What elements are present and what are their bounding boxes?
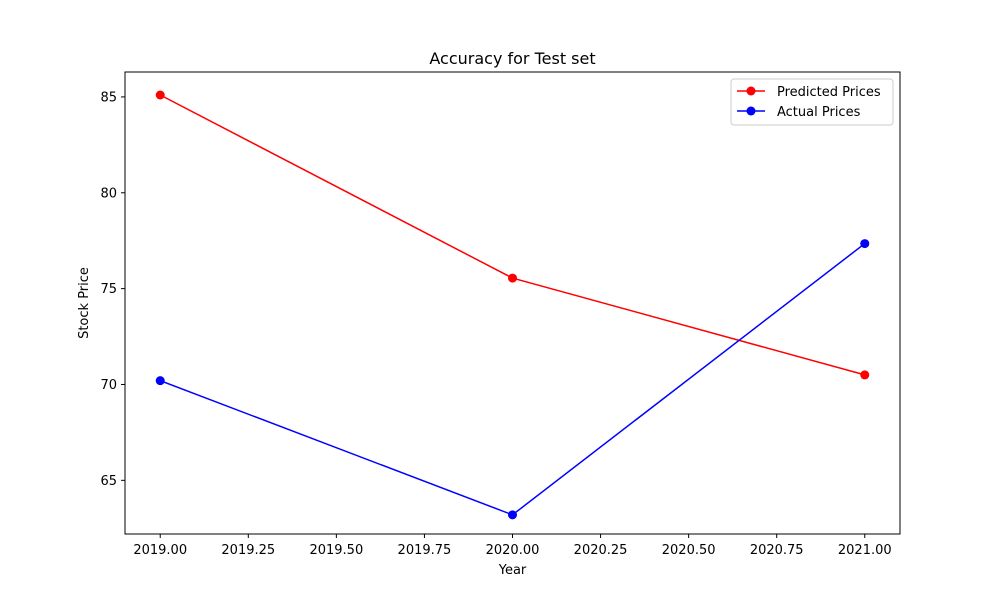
data-point-predicted-prices bbox=[860, 370, 870, 380]
legend-label-predicted: Predicted Prices bbox=[777, 85, 881, 100]
x-tick-label: 2020.00 bbox=[486, 543, 540, 558]
x-tick-label: 2019.00 bbox=[133, 543, 187, 558]
x-tick-label: 2020.50 bbox=[662, 543, 716, 558]
data-point-predicted-prices bbox=[508, 273, 517, 283]
y-axis-ticks: 65 70 75 80 85 bbox=[100, 90, 125, 489]
chart-title: Accuracy for Test set bbox=[429, 49, 595, 68]
data-point-predicted-prices bbox=[155, 90, 165, 100]
x-axis-label: Year bbox=[498, 563, 527, 578]
x-tick-label: 2020.75 bbox=[750, 543, 804, 558]
y-tick-label: 70 bbox=[100, 378, 117, 393]
x-tick-label: 2021.00 bbox=[838, 543, 892, 558]
y-tick-label: 75 bbox=[100, 282, 117, 297]
legend-marker-actual bbox=[746, 106, 756, 116]
data-point-actual-prices bbox=[508, 510, 517, 520]
data-point-actual-prices bbox=[155, 376, 165, 386]
legend-label-actual: Actual Prices bbox=[777, 105, 861, 120]
data-point-actual-prices bbox=[860, 239, 870, 249]
legend: Predicted Prices Actual Prices bbox=[730, 78, 894, 126]
x-tick-label: 2019.25 bbox=[221, 543, 275, 558]
y-tick-label: 65 bbox=[100, 474, 117, 489]
legend-marker-predicted bbox=[746, 86, 756, 96]
x-axis-ticks: 2019.00 2019.25 2019.50 2019.75 2020.00 2020.… bbox=[133, 534, 892, 558]
series-layer bbox=[155, 90, 870, 520]
x-tick-label: 2020.25 bbox=[574, 543, 628, 558]
y-axis-label: Stock Price bbox=[77, 267, 92, 339]
x-tick-label: 2019.75 bbox=[398, 543, 452, 558]
y-tick-label: 85 bbox=[100, 90, 117, 105]
y-tick-label: 80 bbox=[100, 186, 117, 201]
x-tick-label: 2019.50 bbox=[309, 543, 363, 558]
legend-box bbox=[730, 78, 894, 126]
plot-area bbox=[125, 72, 900, 534]
